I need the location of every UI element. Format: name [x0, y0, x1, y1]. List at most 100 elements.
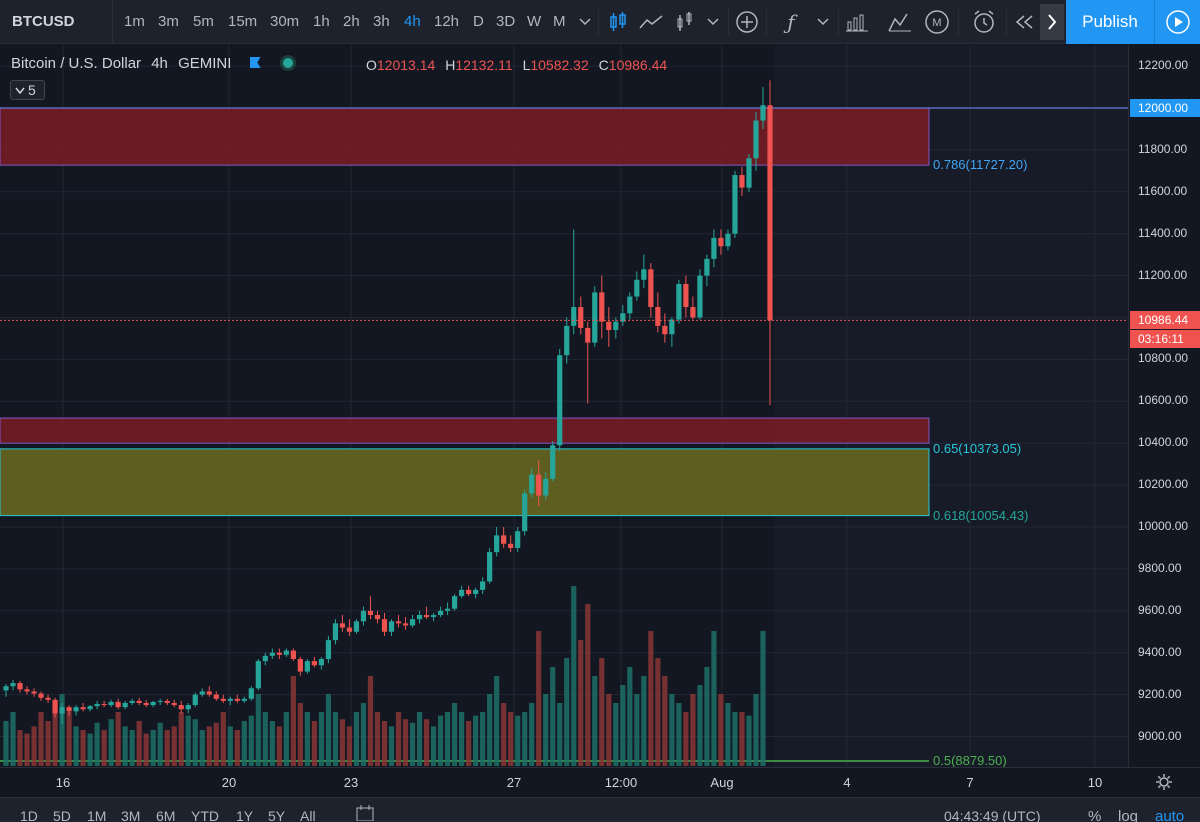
range-ytd[interactable]: YTD	[191, 808, 219, 822]
timeframe-1m[interactable]: 1m	[124, 13, 145, 30]
symbol-search[interactable]: BTCUSD	[0, 0, 113, 44]
flag-icon[interactable]	[249, 57, 261, 68]
volume-bar	[24, 733, 30, 766]
financials-icon[interactable]	[842, 0, 872, 44]
volume-bar	[115, 712, 121, 766]
auto-scale-toggle[interactable]: auto	[1155, 808, 1185, 822]
range-6m[interactable]: 6M	[156, 808, 176, 822]
timeframe-3h[interactable]: 3h	[373, 13, 390, 30]
price-label: 11400.00	[1138, 225, 1188, 240]
volume-bar	[339, 719, 346, 766]
candle-body	[395, 621, 402, 624]
volume-bar	[66, 712, 72, 766]
volume-bar	[466, 721, 472, 766]
chevron-down-icon[interactable]	[702, 0, 724, 44]
volume-bar	[388, 726, 395, 766]
percent-scale-toggle[interactable]: %	[1088, 808, 1102, 822]
timeframe-12h[interactable]: 12h	[434, 13, 460, 30]
time-label: 16	[55, 775, 71, 790]
volume-bar	[515, 715, 521, 766]
candle-body	[283, 650, 289, 655]
play-icon[interactable]	[1154, 0, 1200, 44]
candle-body	[711, 237, 717, 259]
volume-bar	[192, 719, 198, 766]
candle-body	[444, 608, 451, 611]
add-compare-icon[interactable]	[733, 0, 761, 44]
chevron-down-icon[interactable]	[574, 0, 596, 44]
timeframe-2h[interactable]: 2h	[343, 13, 360, 30]
candle-body	[704, 258, 710, 276]
bars-icon[interactable]	[670, 0, 700, 44]
candle-body	[381, 619, 388, 632]
line-chart-icon[interactable]	[636, 0, 666, 44]
volume-bar	[578, 640, 584, 766]
status-dot-icon	[282, 58, 293, 68]
log-scale-toggle[interactable]: log	[1118, 808, 1139, 822]
candle-body	[17, 683, 23, 690]
timeframe-w[interactable]: W	[527, 13, 542, 30]
volume-bar	[585, 604, 591, 766]
timeframe-15m[interactable]: 15m	[228, 13, 258, 30]
range-1d[interactable]: 1D	[20, 808, 38, 822]
timeframe-3d[interactable]: 3D	[496, 13, 516, 30]
time-label: 10	[1087, 775, 1103, 790]
candle-body	[739, 175, 745, 188]
next-icon[interactable]	[1040, 4, 1064, 40]
candle-body	[178, 705, 184, 710]
calendar-icon[interactable]	[356, 805, 374, 822]
volume-bar	[206, 726, 212, 766]
candles-icon[interactable]	[604, 0, 632, 44]
indicators-toggle[interactable]: 5	[10, 80, 45, 100]
resistance-zone-top	[0, 107, 930, 166]
volume-bar	[409, 722, 416, 766]
timeframe-1h[interactable]: 1h	[313, 13, 330, 30]
ohlc-open-key: O	[366, 57, 377, 73]
candle-body	[122, 702, 128, 708]
volume-bar	[136, 721, 142, 766]
volume-bar	[543, 694, 549, 766]
candle-body	[515, 531, 521, 548]
timeframe-3m[interactable]: 3m	[158, 13, 179, 30]
range-5d[interactable]: 5D	[53, 808, 71, 822]
range-all[interactable]: All	[300, 808, 316, 822]
volume-bar	[255, 694, 261, 766]
timeframe-4h[interactable]: 4h	[404, 13, 421, 30]
volume-bar	[683, 712, 689, 766]
candle-body	[129, 700, 135, 703]
candle-body	[164, 700, 170, 703]
rewind-icon[interactable]	[1012, 0, 1038, 44]
volume-bar	[353, 712, 360, 766]
bottom-toolbar	[0, 797, 1200, 822]
volume-bar	[494, 676, 500, 766]
countdown-badge: 03:16:11	[1130, 330, 1200, 349]
range-1m[interactable]: 1M	[87, 808, 107, 822]
volume-bar	[732, 712, 738, 766]
chevron-down-icon[interactable]	[812, 0, 834, 44]
volume-bar	[171, 726, 177, 766]
candle-body	[592, 292, 598, 343]
range-5y[interactable]: 5Y	[268, 808, 286, 822]
ideas-icon[interactable]	[884, 0, 916, 44]
volume-bar	[620, 685, 626, 766]
timeframe-d[interactable]: D	[473, 13, 484, 30]
volume-bar	[634, 694, 640, 766]
volume-bar	[739, 712, 745, 766]
m-icon[interactable]: M	[922, 0, 952, 44]
alert-clock-icon[interactable]	[968, 0, 1000, 44]
timeframe-30m[interactable]: 30m	[270, 13, 300, 30]
publish-button[interactable]: Publish	[1066, 0, 1154, 44]
indicators-fx-icon[interactable]: ƒ	[787, 10, 795, 34]
price-label: 10200.00	[1138, 477, 1189, 492]
volume-bar	[416, 712, 423, 766]
price-axis[interactable]	[1128, 45, 1200, 767]
utc-clock[interactable]: 04:43:49 (UTC)	[944, 808, 1041, 822]
timeframe-m[interactable]: M	[553, 13, 566, 30]
range-3m[interactable]: 3M	[121, 808, 141, 822]
support-zone	[0, 448, 930, 517]
range-1y[interactable]: 1Y	[236, 808, 254, 822]
timeframe-5m[interactable]: 5m	[193, 13, 214, 30]
volume-bar	[129, 730, 135, 766]
time-axis[interactable]	[0, 767, 1200, 797]
price-chart[interactable]	[0, 45, 1128, 767]
settings-gear-icon[interactable]	[1155, 773, 1173, 796]
